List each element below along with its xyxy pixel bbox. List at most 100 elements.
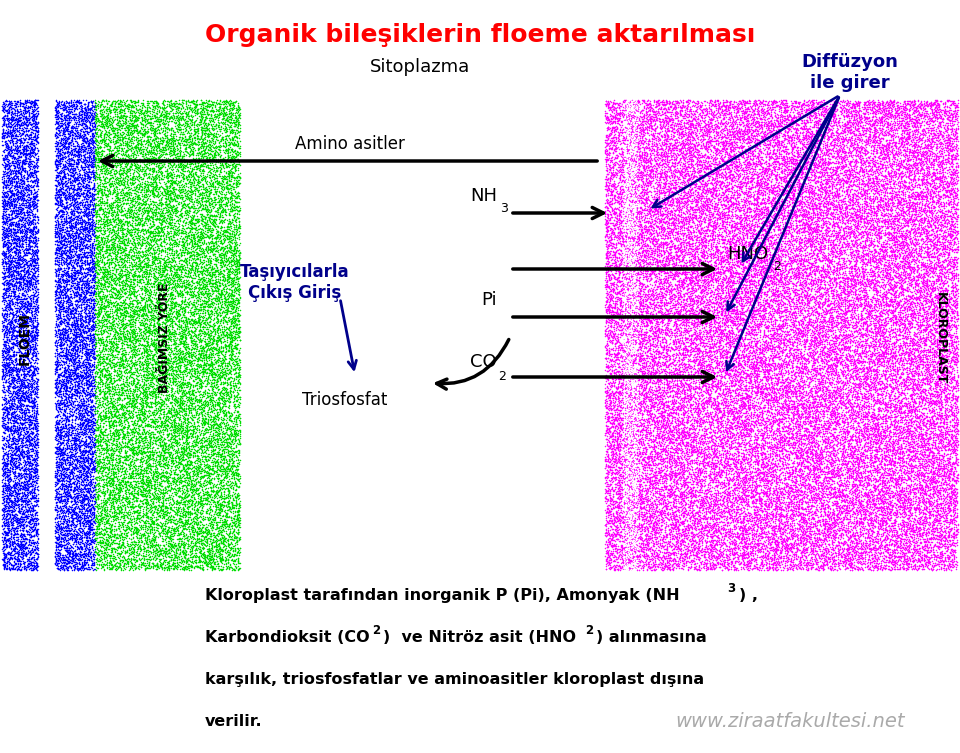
Point — [20, 172, 36, 184]
Point — [182, 130, 198, 142]
Point — [925, 452, 941, 464]
Point — [60, 415, 75, 427]
Point — [14, 553, 30, 566]
Point — [70, 341, 85, 353]
Point — [199, 264, 214, 276]
Point — [71, 295, 86, 307]
Point — [26, 175, 41, 187]
Point — [811, 511, 827, 523]
Point — [182, 130, 198, 142]
Point — [673, 203, 688, 215]
Point — [119, 530, 134, 542]
Point — [805, 454, 821, 466]
Point — [172, 477, 187, 489]
Point — [741, 449, 756, 461]
Point — [872, 252, 887, 264]
Point — [85, 168, 101, 180]
Point — [875, 472, 890, 484]
Point — [113, 315, 129, 327]
Point — [764, 362, 780, 374]
Point — [703, 463, 718, 475]
Point — [88, 434, 104, 447]
Point — [779, 535, 794, 547]
Point — [13, 167, 29, 179]
Point — [775, 505, 790, 517]
Point — [626, 328, 641, 340]
Point — [122, 322, 137, 334]
Point — [870, 285, 885, 297]
Point — [895, 400, 910, 412]
Point — [605, 456, 620, 468]
Point — [794, 478, 809, 490]
Point — [685, 112, 701, 124]
Point — [624, 370, 639, 383]
Point — [122, 246, 137, 258]
Point — [629, 221, 644, 233]
Point — [733, 520, 749, 532]
Point — [30, 463, 45, 475]
Point — [675, 252, 690, 264]
Point — [59, 384, 74, 396]
Point — [907, 159, 923, 171]
Point — [767, 425, 782, 437]
Point — [838, 198, 853, 210]
Point — [98, 202, 113, 214]
Point — [803, 96, 818, 108]
Point — [699, 188, 714, 200]
Point — [130, 467, 145, 479]
Point — [110, 176, 126, 188]
Point — [143, 280, 158, 292]
Point — [49, 116, 64, 128]
Point — [869, 245, 884, 258]
Point — [189, 257, 204, 269]
Point — [858, 316, 874, 328]
Point — [200, 242, 215, 255]
Point — [643, 197, 659, 209]
Point — [808, 220, 824, 232]
Point — [70, 370, 85, 382]
Point — [204, 364, 220, 376]
Point — [898, 306, 913, 319]
Point — [675, 245, 690, 257]
Point — [84, 345, 99, 357]
Point — [182, 124, 198, 136]
Point — [888, 316, 903, 328]
Point — [75, 243, 90, 255]
Point — [746, 523, 761, 535]
Point — [752, 486, 767, 498]
Point — [893, 140, 908, 152]
Point — [875, 512, 890, 524]
Point — [772, 209, 787, 221]
Point — [145, 255, 160, 267]
Point — [600, 319, 615, 331]
Point — [162, 145, 178, 157]
Point — [736, 264, 752, 276]
Point — [901, 210, 917, 222]
Point — [79, 462, 94, 474]
Point — [7, 484, 22, 496]
Point — [120, 526, 135, 538]
Point — [84, 414, 99, 426]
Point — [106, 283, 121, 295]
Point — [203, 274, 218, 286]
Point — [65, 513, 81, 525]
Point — [684, 239, 699, 251]
Point — [195, 543, 210, 555]
Point — [669, 242, 684, 254]
Point — [147, 400, 162, 412]
Point — [924, 270, 939, 282]
Point — [661, 124, 677, 136]
Point — [12, 121, 27, 133]
Point — [27, 115, 42, 127]
Point — [113, 497, 129, 509]
Point — [791, 288, 806, 300]
Point — [66, 454, 82, 466]
Point — [116, 219, 132, 231]
Point — [224, 447, 239, 459]
Point — [907, 233, 923, 245]
Point — [67, 508, 83, 520]
Point — [679, 377, 694, 389]
Point — [706, 155, 721, 167]
Point — [155, 511, 170, 523]
Point — [190, 428, 205, 441]
